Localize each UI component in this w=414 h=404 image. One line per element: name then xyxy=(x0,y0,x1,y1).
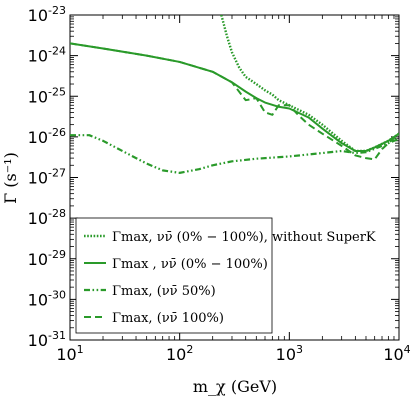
series-line-3 xyxy=(70,134,399,174)
legend: Γmax, νν̄ (0% − 100%), without SuperK Γma… xyxy=(75,217,376,334)
series-line-1 xyxy=(220,15,399,153)
y-tick-label: 10-26 xyxy=(28,126,66,147)
x-tick-label: 102 xyxy=(166,343,193,364)
x-tick-label: 101 xyxy=(56,343,83,364)
y-tick-label: 10-25 xyxy=(28,85,66,106)
minor-ticks xyxy=(70,15,399,340)
major-ticks xyxy=(69,14,400,341)
legend-label-2: Γmax , νν̄ (0% − 100%) xyxy=(112,257,268,272)
legend-items: Γmax, νν̄ (0% − 100%), without SuperK Γma… xyxy=(84,230,376,326)
y-tick-label: 10-31 xyxy=(28,329,66,350)
y-tick-label: 10-23 xyxy=(28,4,66,25)
legend-label-4: Γmax, (νν̄ 100%) xyxy=(112,311,224,326)
series-line-2 xyxy=(70,42,399,152)
legend-label-3: Γmax, (νν̄ 50%) xyxy=(112,284,216,299)
series-line-4 xyxy=(70,42,399,161)
y-tick-label: 10-29 xyxy=(28,248,66,269)
x-axis-title: m_χ (GeV) xyxy=(193,377,277,396)
legend-box xyxy=(75,217,273,334)
series-layer xyxy=(70,15,399,174)
y-tick-label: 10-30 xyxy=(28,288,66,309)
x-tick-labels: 101 102 103 104 xyxy=(56,343,410,364)
y-tick-labels: 10-23 10-24 10-25 10-26 10-27 10-28 10-29 10-30… xyxy=(28,4,66,350)
x-tick-label: 103 xyxy=(276,343,303,364)
y-tick-label: 10-27 xyxy=(28,167,66,188)
y-tick-label: 10-28 xyxy=(28,207,66,228)
x-tick-label: 104 xyxy=(383,343,410,364)
y-axis-title: Γ (s⁻¹) xyxy=(1,152,20,204)
y-tick-label: 10-24 xyxy=(28,45,66,66)
legend-label-1: Γmax, νν̄ (0% − 100%), without SuperK xyxy=(112,230,376,245)
